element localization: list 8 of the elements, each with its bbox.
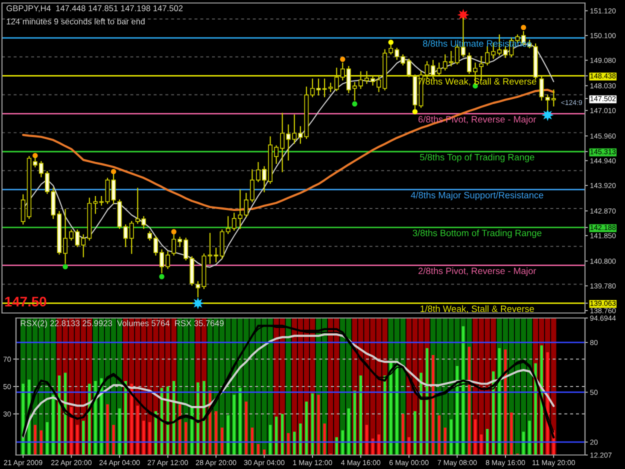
ref-line-label: 1/8th Weak, Stall & Reverse <box>420 305 534 314</box>
chart-title: GBPJPY,H4 147.448 147.851 147.198 147.502 <box>6 5 183 12</box>
text: 124 minutes 9 seconds left to bar end <box>6 18 145 24</box>
ref-line-label: 5/8ths Top of Trading Range <box>420 154 534 162</box>
ref-line-label: 3/8ths Bottom of Trading Range <box>412 230 542 238</box>
ref-line-label: 2/8ths Pivot, Reverse - Major <box>418 267 536 276</box>
ref-line-label: 6/8ths Pivot, Reverse - Major <box>418 116 536 124</box>
ref-line-label: 4/8ths Major Support/Resistance <box>410 192 544 200</box>
